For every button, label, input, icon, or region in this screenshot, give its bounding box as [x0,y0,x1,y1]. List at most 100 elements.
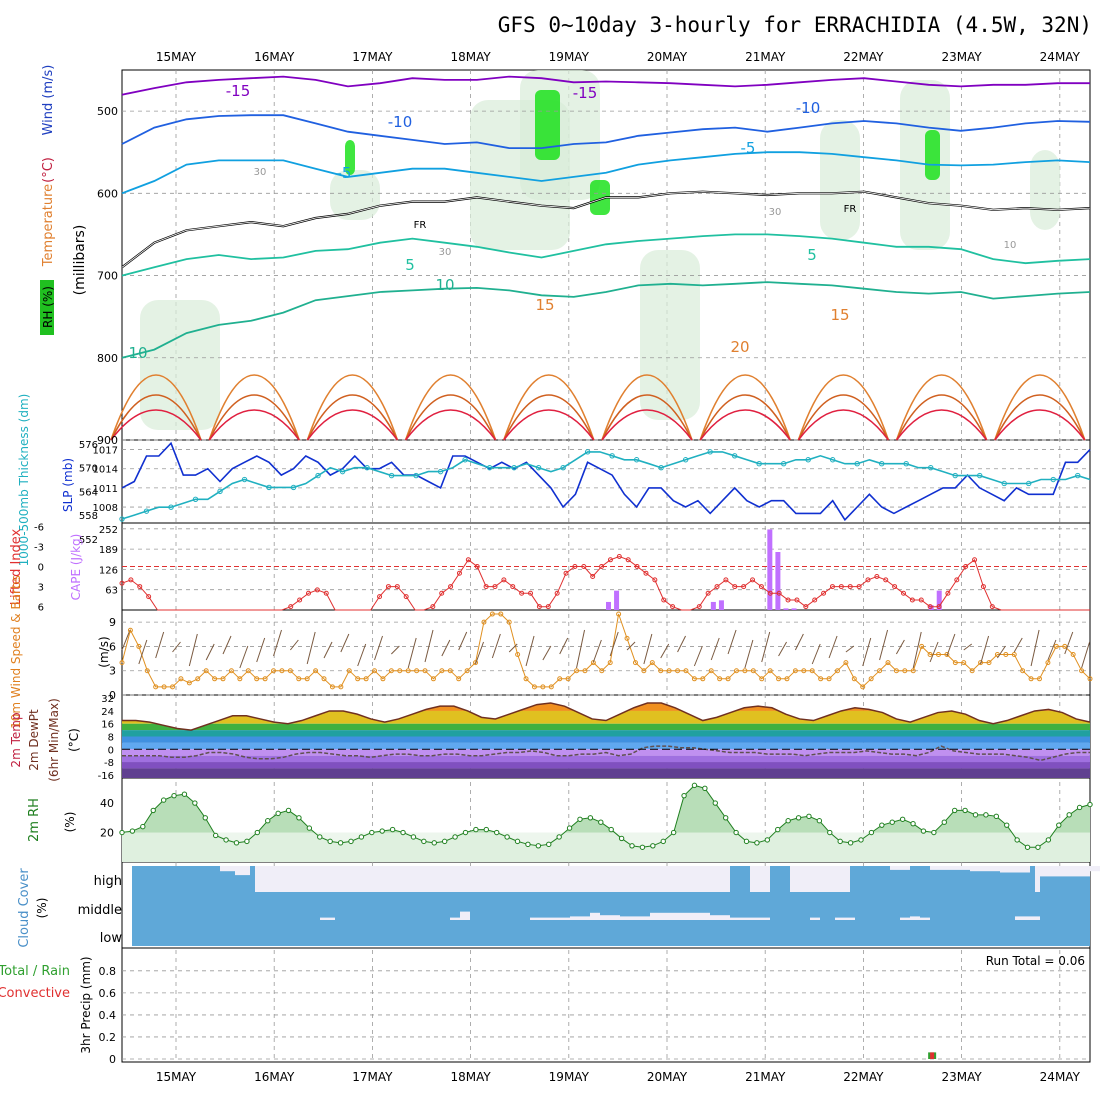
wind-point [363,676,369,682]
rh-point [639,844,646,850]
wind-point [329,684,335,690]
wind-barb [609,631,619,657]
li-point [954,577,960,583]
panel-frame-wind [121,609,1091,696]
ylabel-thickness: 1000-500mb Thickness (dm) [17,394,31,567]
temp-tick: -16 [98,771,114,782]
wind-point [279,668,285,674]
precip-tick: 0.4 [99,1009,117,1022]
wind-point [750,668,756,674]
thickness-point [388,472,395,479]
thickness-point [217,488,223,495]
wind-point [666,668,672,674]
top-date-16MAY: 16MAY [254,50,295,64]
cloud-mid-clear [1015,916,1040,920]
wind-point [801,668,807,674]
wind-point [885,660,891,666]
wind-point [582,668,588,674]
rh-point [837,838,843,845]
wind-point [919,643,925,649]
temp-tick: 32 [101,694,114,705]
chart-title: GFS 0~10day 3-hourly for ERRACHIDIA (4.5… [498,13,1092,37]
wind-barb [525,635,535,667]
li-point [794,597,800,603]
wind-barb [828,635,838,659]
rh-point [483,826,490,833]
warm-isotherm [797,374,890,441]
li-point [119,580,125,586]
rh-point [514,838,521,845]
wind-point [599,668,605,674]
li-point [723,577,729,583]
contour-label: 30 [769,207,782,218]
rh-point [775,826,781,833]
isotherm--5 [121,151,1091,195]
rh-point [598,819,604,825]
bottom-date-19MAY: 19MAY [549,1070,590,1084]
wind-point [245,668,251,674]
wind-point [170,684,176,690]
wind-point [178,676,184,682]
wind-point [834,668,840,674]
pressure-tick-700: 700 [97,270,118,283]
precip-tick: 0 [109,1053,116,1066]
wind-speed-line [121,613,1091,688]
li-point [972,557,978,563]
rh-point [119,829,125,836]
isotherm-5 [121,233,1091,277]
li-point [625,557,631,563]
wind-point [195,676,201,682]
wind-barb [491,633,501,659]
li-point [963,564,969,569]
wind-barb [862,637,872,667]
series-SLP [121,441,1091,522]
bottom-date-22MAY: 22MAY [843,1070,884,1084]
thickness-point [903,461,909,467]
li-point [732,584,738,590]
thickness-point [756,461,762,467]
contour-label: -10 [796,99,821,117]
top-date-23MAY: 23MAY [941,50,982,64]
rh-point [910,820,916,827]
wind-point [624,635,630,641]
ylabel-temp-unit: (°C) [67,728,81,752]
li-point [945,590,951,596]
wind-barb [391,645,400,655]
temp-band [122,762,1090,769]
li-point [758,584,764,590]
thickness-point [633,457,640,463]
cape-bar [767,529,773,610]
li-point [838,584,844,590]
rh-point [473,826,479,833]
rh-point [1056,822,1062,828]
wind-point [1011,652,1017,658]
rh-point [702,785,708,792]
wind-barb [996,645,1006,659]
wind-point [826,676,832,682]
rh-point [452,834,458,840]
wind-point [893,668,899,674]
rh-point [899,816,906,822]
warm-isotherm [404,374,497,441]
rh-line [121,784,1091,848]
wind-point [649,660,655,666]
rh-point [233,840,240,846]
wind-point [935,652,941,658]
wind-point [237,676,243,682]
rh-point [556,834,562,840]
rh-point [566,825,573,831]
wind-point [481,619,487,625]
rh-point [650,843,656,849]
li-point [829,584,835,590]
cape-bar [606,601,611,610]
warm-isotherm [503,394,595,441]
cloud-mid-clear [320,917,335,920]
wind-point [422,668,428,674]
rh-point [754,840,760,846]
li-point [288,604,294,610]
ylabel-slp: SLP (mb) [61,458,75,512]
cloud-high-clear [235,866,250,876]
rh-legend-swatch [40,280,54,335]
cloud-mid-clear [920,917,930,920]
temp-tick: 8 [108,733,114,744]
